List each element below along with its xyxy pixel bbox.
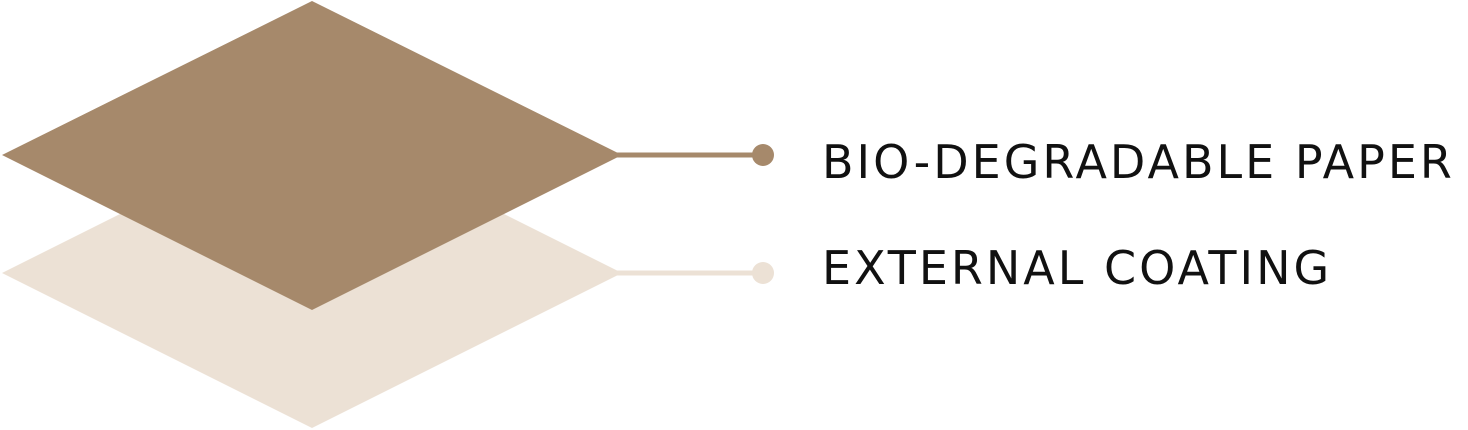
- bio-degradable-paper-label: BIO-DEGRADABLE PAPER: [822, 135, 1455, 189]
- bio-degradable-paper-shape: [2, 1, 622, 310]
- bio-degradable-paper-layer: BIO-DEGRADABLE PAPER: [2, 1, 1455, 310]
- external-coating-label: EXTERNAL COATING: [822, 241, 1332, 295]
- bio-degradable-paper-connector-dot: [752, 144, 774, 166]
- external-coating-connector-dot: [752, 262, 774, 284]
